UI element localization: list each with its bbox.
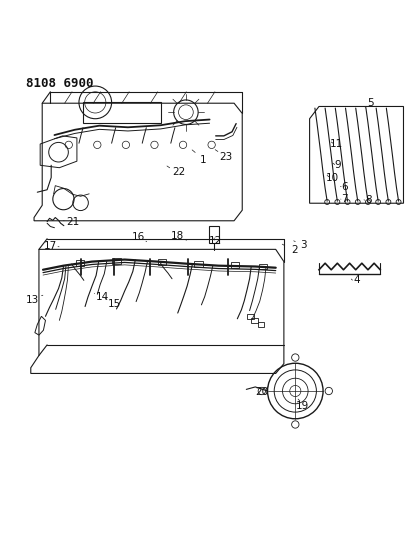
Bar xyxy=(251,318,258,323)
Bar xyxy=(247,314,254,319)
Text: 13: 13 xyxy=(26,295,39,305)
Text: 5: 5 xyxy=(367,98,374,108)
Text: 18: 18 xyxy=(171,231,185,241)
Text: 3: 3 xyxy=(300,240,307,250)
Bar xyxy=(76,260,84,265)
Bar xyxy=(258,322,264,327)
Bar xyxy=(158,259,166,265)
Bar xyxy=(194,261,203,267)
Text: 8108 6900: 8108 6900 xyxy=(26,77,93,90)
Text: 12: 12 xyxy=(209,236,222,246)
Text: 16: 16 xyxy=(132,232,145,242)
Bar xyxy=(231,262,239,268)
Text: 19: 19 xyxy=(296,401,309,411)
Text: 21: 21 xyxy=(66,217,79,228)
Text: 15: 15 xyxy=(107,299,121,309)
Text: 4: 4 xyxy=(353,274,360,285)
Bar xyxy=(113,258,120,264)
Text: 1: 1 xyxy=(200,155,207,165)
Text: 23: 23 xyxy=(219,152,233,162)
Text: 7: 7 xyxy=(341,194,348,204)
Text: 17: 17 xyxy=(44,241,57,251)
Bar xyxy=(209,225,219,243)
Text: 6: 6 xyxy=(341,182,348,192)
Text: 20: 20 xyxy=(255,387,268,397)
Text: 2: 2 xyxy=(291,245,298,255)
Bar xyxy=(83,102,161,123)
Text: 9: 9 xyxy=(335,160,342,170)
Text: 11: 11 xyxy=(330,139,343,149)
Text: 10: 10 xyxy=(326,173,339,182)
Text: 22: 22 xyxy=(172,167,186,177)
Text: 8: 8 xyxy=(365,196,372,205)
Bar xyxy=(259,264,267,269)
Text: 14: 14 xyxy=(96,292,109,302)
